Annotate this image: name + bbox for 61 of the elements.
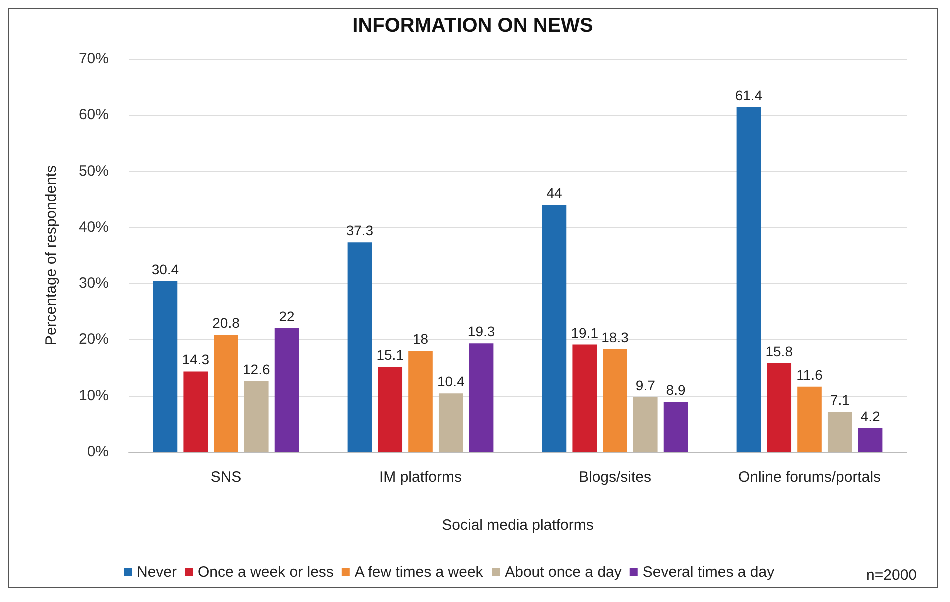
x-tick-label: Blogs/sites (578, 469, 652, 486)
bar (184, 372, 208, 452)
data-label: 19.1 (571, 324, 599, 341)
bar (274, 328, 300, 452)
x-axis-title: Social media platforms (442, 517, 594, 534)
data-label: 12.6 (243, 361, 270, 378)
bar (348, 242, 372, 452)
y-axis-title: Percentage of respondents (43, 165, 60, 346)
legend-label: About once a day (505, 564, 622, 581)
data-label: 8.9 (666, 382, 686, 398)
data-label: 18.3 (602, 329, 630, 346)
bar (244, 381, 269, 452)
data-label: 61.4 (735, 87, 763, 104)
x-tick-label: SNS (210, 469, 242, 486)
data-label: 14.3 (182, 352, 210, 368)
y-tick-label: 60% (78, 106, 109, 124)
data-label: 9.7 (636, 378, 656, 394)
bar (736, 107, 762, 452)
bar (214, 335, 238, 452)
y-tick-label: 20% (78, 331, 109, 348)
bar (438, 394, 464, 452)
bar (572, 344, 598, 452)
data-label: 30.4 (152, 261, 180, 278)
text: n=2000 (866, 567, 918, 584)
bar (798, 386, 822, 452)
y-tick-label: 0% (87, 444, 109, 460)
legend-label: Never (137, 564, 178, 581)
bar (664, 402, 688, 452)
chart-title: INFORMATION ON NEWS (352, 15, 594, 37)
legend-label: Several times a day (642, 564, 776, 581)
data-label: 15.8 (766, 343, 794, 360)
bar (153, 281, 178, 452)
y-tick-label: 70% (78, 50, 109, 68)
bar (542, 204, 567, 452)
data-label: 20.8 (212, 315, 240, 332)
bar (828, 412, 852, 452)
data-label: 15.1 (376, 347, 404, 364)
y-tick-label: 10% (78, 387, 109, 404)
bar (408, 350, 433, 452)
bar (858, 428, 883, 452)
x-tick-label: Online forums/portals (738, 469, 882, 486)
bar (767, 363, 792, 452)
bar (633, 398, 658, 452)
data-label: 22 (279, 308, 296, 324)
bar (378, 367, 403, 452)
data-label: 11.6 (796, 366, 824, 383)
legend-label: A few times a week (354, 564, 484, 581)
y-tick-label: 40% (78, 218, 109, 236)
bar (603, 349, 628, 452)
data-label: 7.1 (830, 392, 850, 408)
data-label: 4.2 (860, 408, 880, 424)
y-tick-label: 50% (78, 162, 109, 180)
data-label: 19.3 (468, 324, 496, 340)
data-label: 37.3 (346, 222, 374, 239)
data-label: 44 (546, 184, 562, 201)
x-tick-label: IM platforms (379, 469, 462, 486)
bar (469, 344, 494, 452)
data-label: 18 (412, 330, 429, 347)
legend-label: Once a week or less (198, 564, 334, 581)
data-label: 10.4 (438, 374, 465, 390)
y-tick-label: 30% (78, 275, 109, 292)
